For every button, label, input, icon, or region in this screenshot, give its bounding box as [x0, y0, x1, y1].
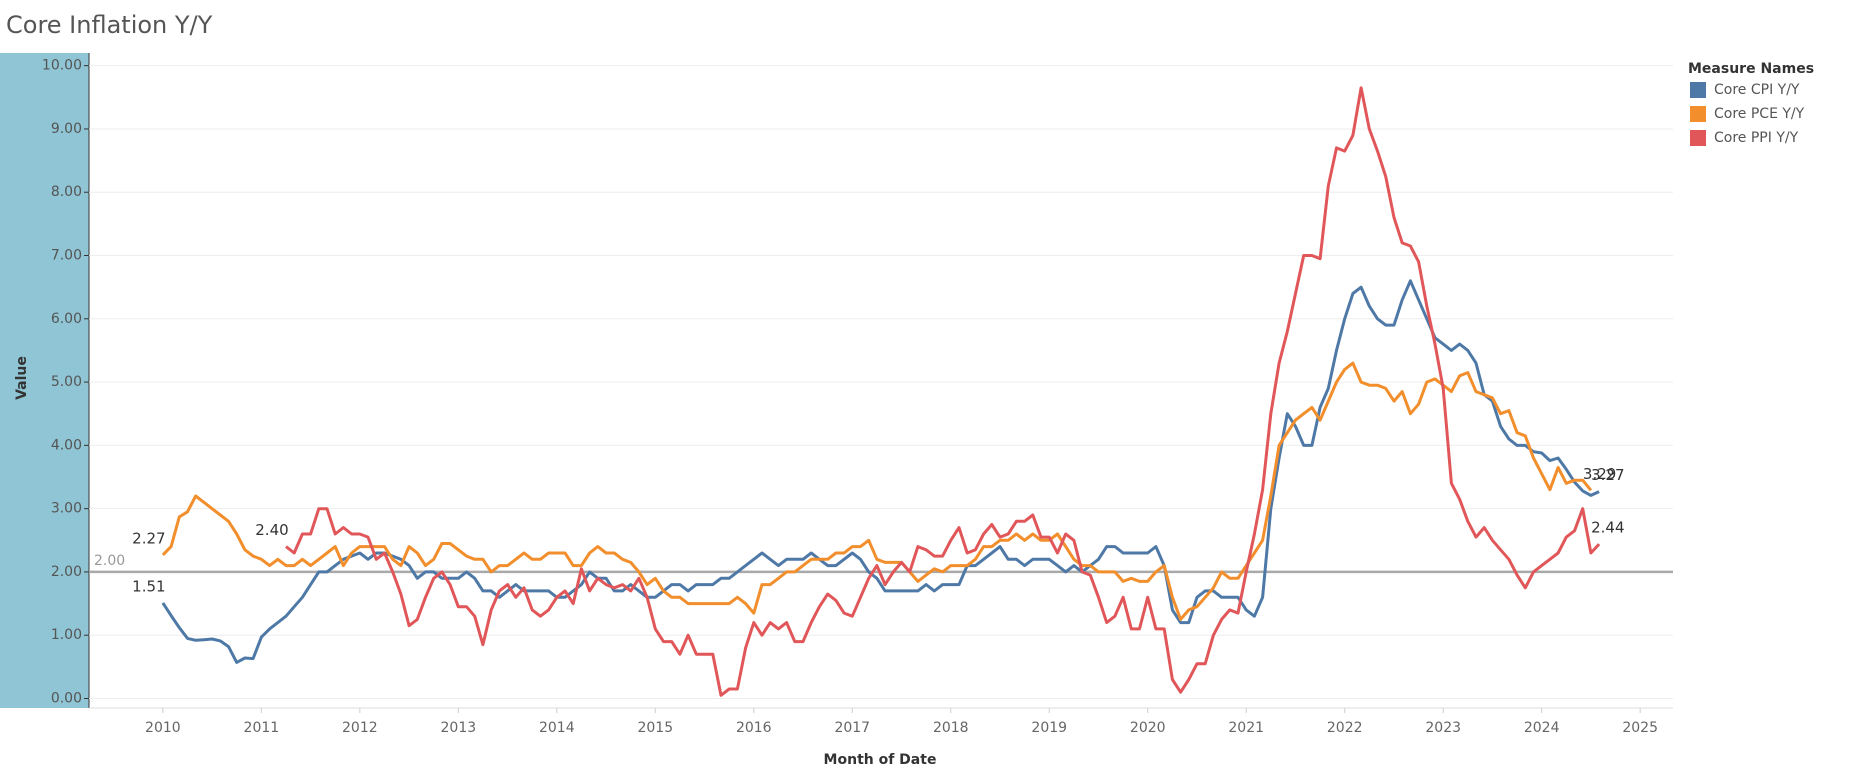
- value-label: 3.27: [1591, 466, 1624, 484]
- y-axis-band: [0, 53, 89, 708]
- legend-label: Core CPI Y/Y: [1714, 82, 1800, 98]
- y-tick-label: 7.00: [51, 248, 82, 264]
- legend-swatch: [1690, 106, 1706, 122]
- y-tick-label: 8.00: [51, 184, 82, 200]
- legend-title: Measure Names: [1688, 61, 1814, 77]
- legend-swatch: [1690, 130, 1706, 146]
- y-tick-label: 1.00: [51, 627, 82, 643]
- x-tick-label: 2015: [637, 720, 673, 736]
- x-tick-label: 2011: [244, 720, 280, 736]
- reference-label: 2.00: [94, 553, 125, 569]
- x-tick-label: 2020: [1130, 720, 1166, 736]
- x-tick-label: 2023: [1425, 720, 1461, 736]
- x-tick-label: 2025: [1622, 720, 1658, 736]
- x-tick-label: 2016: [736, 720, 772, 736]
- value-label: 2.44: [1591, 519, 1624, 537]
- y-tick-label: 3.00: [51, 501, 82, 517]
- legend-swatch: [1690, 82, 1706, 98]
- y-tick-label: 10.00: [42, 58, 82, 74]
- y-tick-label: 2.00: [51, 564, 82, 580]
- x-tick-label: 2022: [1327, 720, 1363, 736]
- x-tick-label: 2012: [342, 720, 378, 736]
- legend-label: Core PCE Y/Y: [1714, 106, 1805, 122]
- y-tick-label: 5.00: [51, 374, 82, 390]
- chart-title: Core Inflation Y/Y: [6, 11, 213, 39]
- series-line: [161, 279, 1600, 664]
- x-tick-label: 2018: [933, 720, 969, 736]
- x-axis-title: Month of Date: [824, 752, 937, 768]
- y-axis-title: Value: [14, 356, 30, 400]
- value-label: 3.29: [1583, 465, 1616, 483]
- x-tick-label: 2021: [1228, 720, 1264, 736]
- legend-label: Core PPI Y/Y: [1714, 130, 1799, 146]
- x-tick-label: 2019: [1031, 720, 1067, 736]
- series-line: [285, 86, 1601, 697]
- value-label: 2.40: [255, 521, 288, 539]
- x-tick-label: 2017: [834, 720, 870, 736]
- y-tick-label: 6.00: [51, 311, 82, 327]
- x-tick-label: 2014: [539, 720, 575, 736]
- series-line: [161, 361, 1593, 621]
- value-label: 2.27: [132, 529, 165, 547]
- x-tick-label: 2013: [441, 720, 477, 736]
- y-tick-label: 9.00: [51, 121, 82, 137]
- y-tick-label: 0.00: [51, 691, 82, 707]
- x-tick-label: 2024: [1524, 720, 1560, 736]
- x-tick-label: 2010: [145, 720, 181, 736]
- y-tick-label: 4.00: [51, 437, 82, 453]
- value-label: 1.51: [132, 577, 165, 595]
